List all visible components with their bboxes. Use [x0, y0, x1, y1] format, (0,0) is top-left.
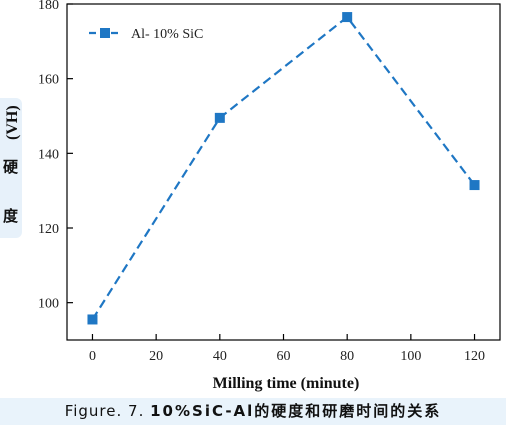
legend: Al- 10% SiC	[89, 27, 203, 42]
x-axis: 0 20 40 60 80 100 120	[89, 334, 485, 364]
x-tick-label: 40	[213, 349, 227, 364]
x-tick-label: 100	[400, 349, 421, 364]
y-axis-label-background	[0, 98, 22, 238]
y-tick-label: 160	[38, 73, 59, 88]
series-layer	[87, 12, 480, 325]
data-point-marker	[214, 112, 225, 123]
y-axis-title-char-2: 度	[3, 207, 19, 225]
x-tick-label: 20	[149, 349, 163, 364]
data-point-marker	[469, 180, 480, 191]
data-point-marker	[342, 12, 353, 23]
data-point-marker	[87, 314, 98, 325]
plot-frame	[66, 3, 501, 341]
y-tick-label: 120	[38, 222, 59, 237]
x-tick-label: 80	[340, 349, 354, 364]
caption-prefix: Figure. 7.	[64, 402, 145, 420]
y-axis-title-unit: (VH)	[4, 105, 21, 140]
legend-marker-swatch	[100, 28, 110, 38]
y-tick-label: 180	[38, 0, 59, 13]
legend-label: Al- 10% SiC	[131, 27, 203, 42]
y-tick-label: 100	[38, 297, 59, 312]
x-tick-label: 0	[89, 349, 96, 364]
y-axis: 100 120 140 160 180	[38, 0, 73, 312]
x-axis-title: Milling time (minute)	[213, 375, 360, 392]
y-axis-title-char-1: 硬	[3, 158, 19, 176]
figure-caption: Figure. 7. 10%SiC-Al的硬度和研磨时间的关系	[0, 398, 506, 425]
caption-text: 10%SiC-Al的硬度和研磨时间的关系	[150, 402, 442, 420]
series-line	[91, 15, 476, 321]
x-tick-label: 60	[277, 349, 291, 364]
chart: 100 120 140 160 180 0 20 40 60 80 100 120 Al- 10% …	[38, 0, 501, 392]
y-tick-label: 140	[38, 147, 59, 162]
x-tick-label: 120	[464, 349, 485, 364]
